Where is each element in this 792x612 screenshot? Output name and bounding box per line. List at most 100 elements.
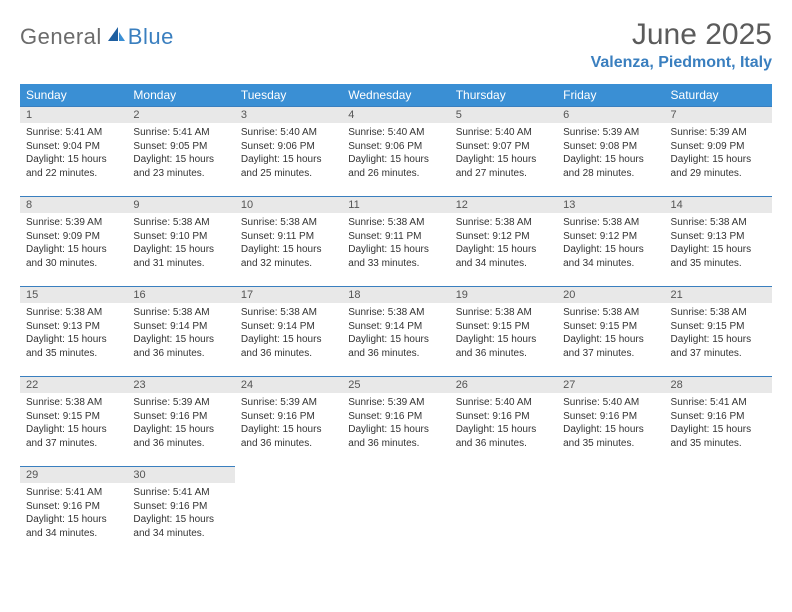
sunset-line: Sunset: 9:14 PM	[241, 320, 336, 334]
sunrise-line: Sunrise: 5:38 AM	[671, 306, 766, 320]
day-body: Sunrise: 5:38 AMSunset: 9:15 PMDaylight:…	[450, 303, 557, 364]
day-body: Sunrise: 5:38 AMSunset: 9:12 PMDaylight:…	[450, 213, 557, 274]
day-number: 13	[557, 197, 664, 213]
day-number: 15	[20, 287, 127, 303]
day-number: 1	[20, 107, 127, 123]
logo-sail-icon	[106, 25, 126, 48]
daylight-line: Daylight: 15 hours and 35 minutes.	[563, 423, 658, 450]
day-body: Sunrise: 5:41 AMSunset: 9:05 PMDaylight:…	[127, 123, 234, 184]
day-number: 28	[665, 377, 772, 393]
sunset-line: Sunset: 9:12 PM	[563, 230, 658, 244]
sunset-line: Sunset: 9:10 PM	[133, 230, 228, 244]
calendar-cell: 22Sunrise: 5:38 AMSunset: 9:15 PMDayligh…	[20, 377, 127, 467]
sunset-line: Sunset: 9:16 PM	[26, 500, 121, 514]
weekday-header: Saturday	[665, 84, 772, 107]
daylight-line: Daylight: 15 hours and 34 minutes.	[26, 513, 121, 540]
calendar-cell: 29 Sunrise: 5:41 AMSunset: 9:16 PMDayligh…	[20, 467, 127, 557]
daylight-line: Daylight: 15 hours and 36 minutes.	[133, 333, 228, 360]
header: General Blue June 2025 Valenza, Piedmont…	[20, 18, 772, 72]
sunrise-line: Sunrise: 5:41 AM	[671, 396, 766, 410]
sunrise-line: Sunrise: 5:41 AM	[26, 486, 121, 500]
sunset-line: Sunset: 9:06 PM	[348, 140, 443, 154]
daylight-line: Daylight: 15 hours and 36 minutes.	[348, 333, 443, 360]
calendar-cell: 24Sunrise: 5:39 AMSunset: 9:16 PMDayligh…	[235, 377, 342, 467]
day-number: 3	[235, 107, 342, 123]
weekday-header: Sunday	[20, 84, 127, 107]
sunset-line: Sunset: 9:16 PM	[671, 410, 766, 424]
day-body: Sunrise: 5:38 AMSunset: 9:15 PMDaylight:…	[557, 303, 664, 364]
sunrise-line: Sunrise: 5:39 AM	[563, 126, 658, 140]
day-body: Sunrise: 5:38 AMSunset: 9:13 PMDaylight:…	[665, 213, 772, 274]
daylight-line: Daylight: 15 hours and 23 minutes.	[133, 153, 228, 180]
daylight-line: Daylight: 15 hours and 35 minutes.	[671, 423, 766, 450]
sunset-line: Sunset: 9:04 PM	[26, 140, 121, 154]
weekday-header: Friday	[557, 84, 664, 107]
sunset-line: Sunset: 9:15 PM	[671, 320, 766, 334]
day-number: 4	[342, 107, 449, 123]
daylight-line: Daylight: 15 hours and 32 minutes.	[241, 243, 336, 270]
daylight-line: Daylight: 15 hours and 37 minutes.	[671, 333, 766, 360]
sunset-line: Sunset: 9:06 PM	[241, 140, 336, 154]
day-body: Sunrise: 5:38 AMSunset: 9:12 PMDaylight:…	[557, 213, 664, 274]
day-number: 29	[20, 467, 127, 483]
day-body: Sunrise: 5:38 AMSunset: 9:14 PMDaylight:…	[235, 303, 342, 364]
daylight-line: Daylight: 15 hours and 37 minutes.	[26, 423, 121, 450]
calendar-row: 22Sunrise: 5:38 AMSunset: 9:15 PMDayligh…	[20, 377, 772, 467]
calendar-cell: 7Sunrise: 5:39 AMSunset: 9:09 PMDaylight…	[665, 107, 772, 197]
weekday-header: Tuesday	[235, 84, 342, 107]
calendar-cell: 18Sunrise: 5:38 AMSunset: 9:14 PMDayligh…	[342, 287, 449, 377]
calendar-cell	[557, 467, 664, 557]
sunset-line: Sunset: 9:13 PM	[26, 320, 121, 334]
sunrise-line: Sunrise: 5:40 AM	[348, 126, 443, 140]
day-number: 27	[557, 377, 664, 393]
calendar-cell: 3Sunrise: 5:40 AMSunset: 9:06 PMDaylight…	[235, 107, 342, 197]
sunset-line: Sunset: 9:11 PM	[348, 230, 443, 244]
day-body: Sunrise: 5:39 AMSunset: 9:09 PMDaylight:…	[665, 123, 772, 184]
sunrise-line: Sunrise: 5:41 AM	[133, 486, 228, 500]
sunrise-line: Sunrise: 5:40 AM	[456, 396, 551, 410]
day-number: 12	[450, 197, 557, 213]
sunset-line: Sunset: 9:13 PM	[671, 230, 766, 244]
daylight-line: Daylight: 15 hours and 37 minutes.	[563, 333, 658, 360]
day-number: 9	[127, 197, 234, 213]
day-number: 20	[557, 287, 664, 303]
calendar-cell	[665, 467, 772, 557]
day-body: Sunrise: 5:41 AMSunset: 9:04 PMDaylight:…	[20, 123, 127, 184]
calendar-row: 15 Sunrise: 5:38 AM Sunset: 9:13 PM Dayligh…	[20, 287, 772, 377]
calendar-cell: 5Sunrise: 5:40 AMSunset: 9:07 PMDaylight…	[450, 107, 557, 197]
sunset-line: Sunset: 9:12 PM	[456, 230, 551, 244]
calendar-cell: 28 Sunrise: 5:41 AMSunset: 9:16 PMDayligh…	[665, 377, 772, 467]
day-body: Sunrise: 5:41 AMSunset: 9:16 PMDaylight:…	[127, 483, 234, 544]
daylight-line: Daylight: 15 hours and 34 minutes.	[456, 243, 551, 270]
sunset-line: Sunset: 9:16 PM	[348, 410, 443, 424]
calendar-row: 8Sunrise: 5:39 AMSunset: 9:09 PMDaylight…	[20, 197, 772, 287]
day-body: Sunrise: 5:40 AMSunset: 9:06 PMDaylight:…	[235, 123, 342, 184]
sunset-line: Sunset: 9:16 PM	[563, 410, 658, 424]
calendar-table: Sunday Monday Tuesday Wednesday Thursday…	[20, 84, 772, 557]
day-number: 2	[127, 107, 234, 123]
sunrise-line: Sunrise: 5:38 AM	[348, 306, 443, 320]
sunrise-line: Sunrise: 5:41 AM	[133, 126, 228, 140]
daylight-line: Daylight: 15 hours and 26 minutes.	[348, 153, 443, 180]
calendar-cell: 19Sunrise: 5:38 AMSunset: 9:15 PMDayligh…	[450, 287, 557, 377]
calendar-cell: 20Sunrise: 5:38 AMSunset: 9:15 PMDayligh…	[557, 287, 664, 377]
sunset-line: Sunset: 9:16 PM	[241, 410, 336, 424]
calendar-cell: 9Sunrise: 5:38 AMSunset: 9:10 PMDaylight…	[127, 197, 234, 287]
sunset-line: Sunset: 9:14 PM	[133, 320, 228, 334]
calendar-cell: 13Sunrise: 5:38 AMSunset: 9:12 PMDayligh…	[557, 197, 664, 287]
calendar-cell: 21Sunrise: 5:38 AMSunset: 9:15 PMDayligh…	[665, 287, 772, 377]
sunrise-line: Sunrise: 5:38 AM	[133, 216, 228, 230]
day-body: Sunrise: 5:40 AMSunset: 9:16 PMDaylight:…	[450, 393, 557, 454]
sunset-line: Sunset: 9:16 PM	[456, 410, 551, 424]
calendar-cell: 26Sunrise: 5:40 AMSunset: 9:16 PMDayligh…	[450, 377, 557, 467]
day-number: 10	[235, 197, 342, 213]
day-body: Sunrise: 5:38 AMSunset: 9:10 PMDaylight:…	[127, 213, 234, 274]
calendar-cell: 17Sunrise: 5:38 AMSunset: 9:14 PMDayligh…	[235, 287, 342, 377]
sunset-line: Sunset: 9:15 PM	[456, 320, 551, 334]
sunset-line: Sunset: 9:14 PM	[348, 320, 443, 334]
calendar-cell: 23Sunrise: 5:39 AMSunset: 9:16 PMDayligh…	[127, 377, 234, 467]
day-number: 5	[450, 107, 557, 123]
logo-text-left: General	[20, 24, 102, 50]
sunrise-line: Sunrise: 5:40 AM	[241, 126, 336, 140]
day-body: Sunrise: 5:38 AMSunset: 9:15 PMDaylight:…	[20, 393, 127, 454]
